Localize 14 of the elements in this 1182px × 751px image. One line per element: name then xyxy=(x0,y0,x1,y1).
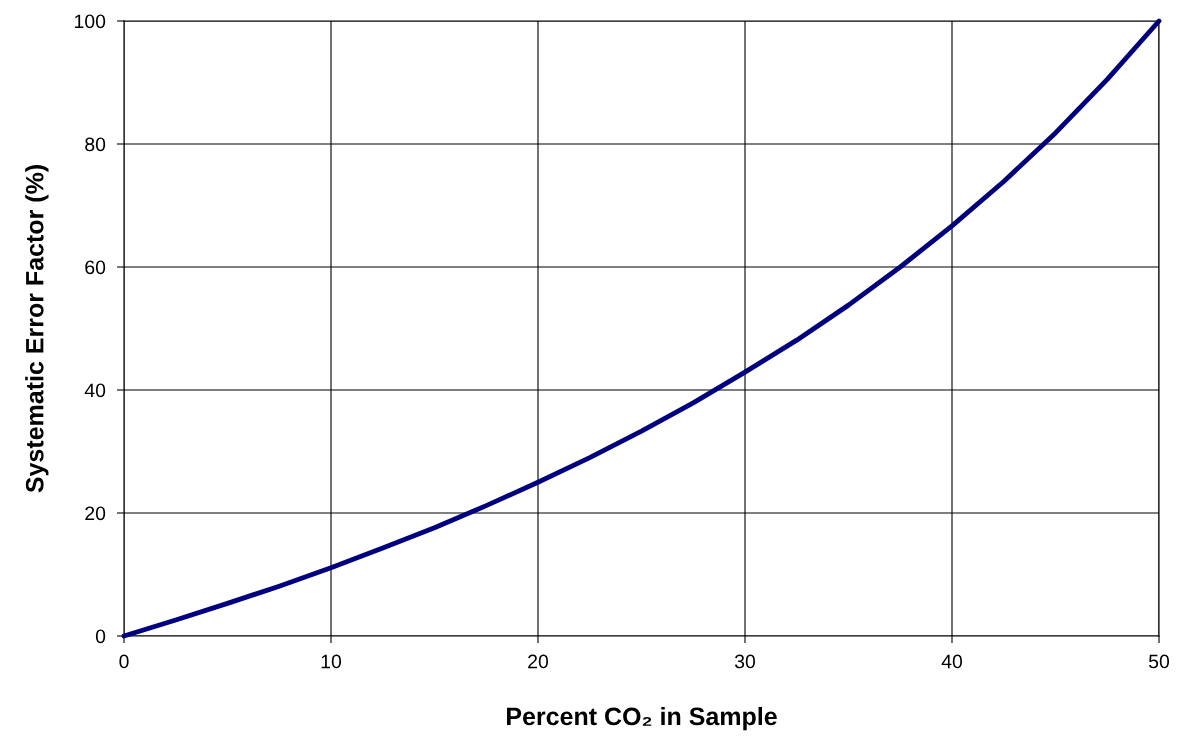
y-axis-title: Systematic Error Factor (%) xyxy=(25,165,49,493)
x-tick-label: 40 xyxy=(941,654,963,669)
y-tick-label: 40 xyxy=(84,383,106,398)
x-tick-label: 10 xyxy=(321,654,342,669)
x-axis-title: Percent CO₂ in Sample xyxy=(507,706,777,731)
x-tick-label: 20 xyxy=(528,654,549,669)
y-tick-label: 60 xyxy=(85,260,106,275)
y-tick-label: 0 xyxy=(95,629,106,644)
y-tick-label: 20 xyxy=(85,506,106,521)
y-tick-label: 100 xyxy=(74,14,106,29)
y-tick-label: 80 xyxy=(85,137,106,152)
x-tick-label: 50 xyxy=(1148,654,1170,669)
x-tick-label: 0 xyxy=(119,654,129,669)
x-tick-label: 30 xyxy=(734,654,756,669)
